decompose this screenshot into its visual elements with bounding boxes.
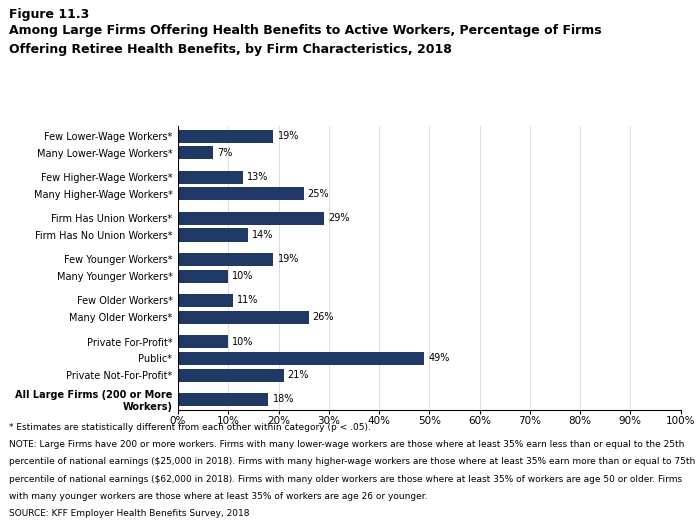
Bar: [178, 228, 248, 242]
Text: Offering Retiree Health Benefits, by Firm Characteristics, 2018: Offering Retiree Health Benefits, by Fir…: [9, 43, 452, 56]
Text: 13%: 13%: [247, 172, 269, 182]
Bar: [178, 352, 424, 365]
Bar: [178, 171, 244, 184]
Text: 10%: 10%: [232, 337, 253, 347]
Bar: [178, 369, 283, 382]
Text: Among Large Firms Offering Health Benefits to Active Workers, Percentage of Firm: Among Large Firms Offering Health Benefi…: [9, 24, 602, 37]
Bar: [178, 187, 304, 201]
Bar: [178, 146, 213, 160]
Bar: [178, 335, 228, 348]
Text: 7%: 7%: [217, 148, 232, 158]
Text: percentile of national earnings ($62,000 in 2018). Firms with many older workers: percentile of national earnings ($62,000…: [9, 475, 682, 484]
Text: percentile of national earnings ($25,000 in 2018). Firms with many higher-wage w: percentile of national earnings ($25,000…: [9, 457, 695, 466]
Text: 49%: 49%: [429, 353, 450, 363]
Bar: [178, 294, 233, 307]
Text: * Estimates are statistically different from each other within category (p < .05: * Estimates are statistically different …: [9, 423, 371, 432]
Text: 14%: 14%: [253, 230, 274, 240]
Text: Figure 11.3: Figure 11.3: [9, 8, 89, 21]
Bar: [178, 311, 309, 324]
Bar: [178, 270, 228, 282]
Text: 10%: 10%: [232, 271, 253, 281]
Text: SOURCE: KFF Employer Health Benefits Survey, 2018: SOURCE: KFF Employer Health Benefits Sur…: [9, 509, 250, 518]
Text: 21%: 21%: [288, 370, 309, 380]
Text: with many younger workers are those where at least 35% of workers are age 26 or : with many younger workers are those wher…: [9, 492, 428, 501]
Bar: [178, 212, 324, 225]
Bar: [178, 393, 269, 406]
Text: 11%: 11%: [237, 296, 259, 306]
Text: 25%: 25%: [308, 189, 329, 199]
Text: NOTE: Large Firms have 200 or more workers. Firms with many lower-wage workers a: NOTE: Large Firms have 200 or more worke…: [9, 440, 685, 449]
Text: 26%: 26%: [313, 312, 334, 322]
Text: 18%: 18%: [272, 394, 294, 404]
Bar: [178, 130, 274, 143]
Text: 19%: 19%: [278, 254, 299, 265]
Bar: [178, 253, 274, 266]
Text: 19%: 19%: [278, 131, 299, 141]
Text: 29%: 29%: [328, 213, 349, 223]
